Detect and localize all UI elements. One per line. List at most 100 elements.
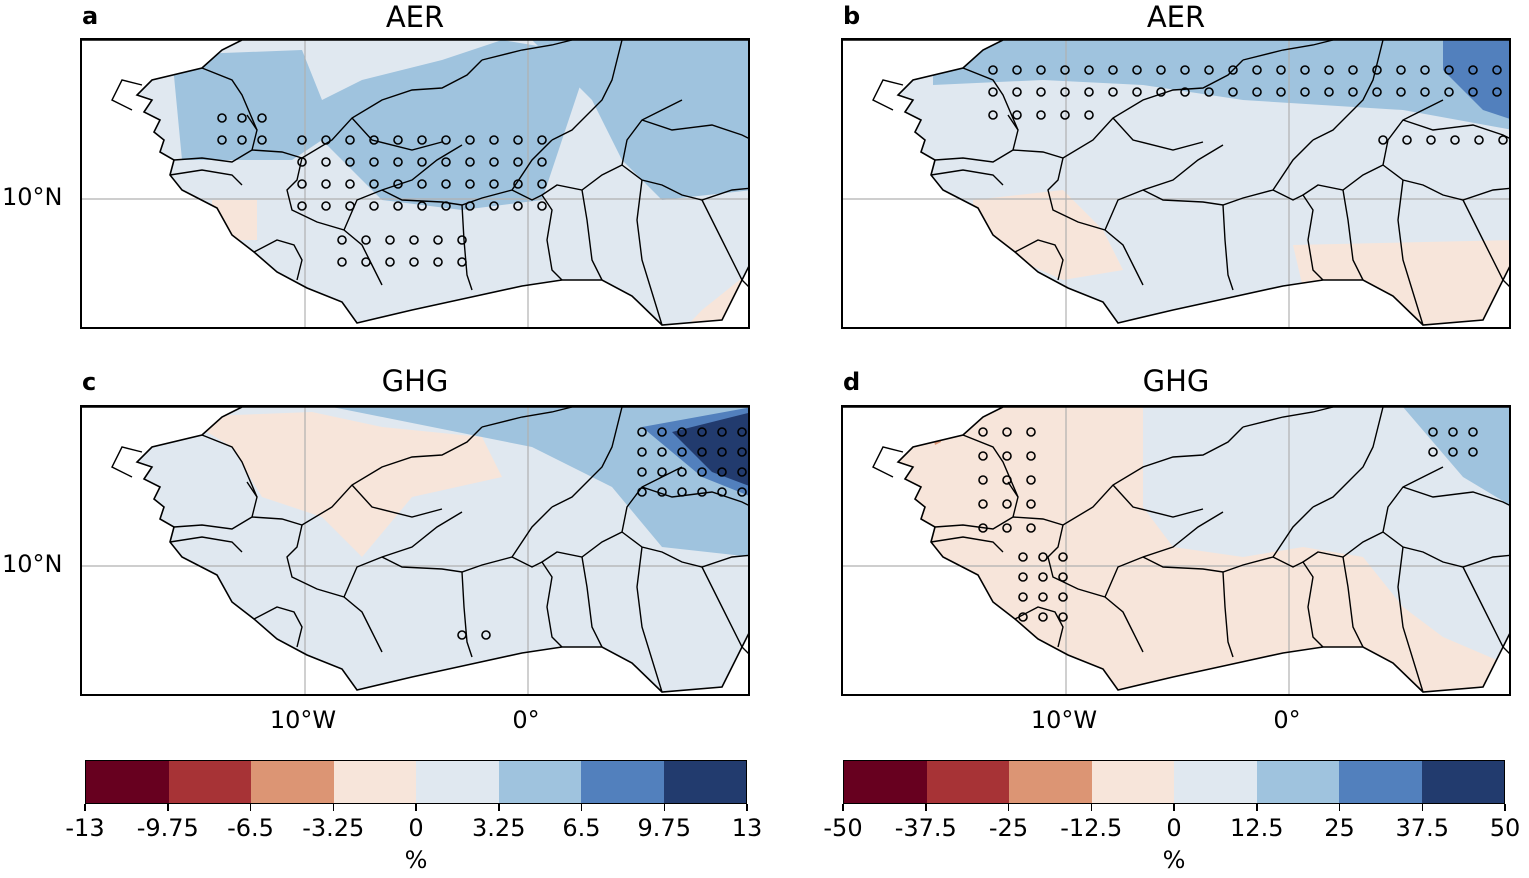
significance-marker [1300,87,1310,97]
colorbar-tickmark [84,804,86,811]
country-border [1104,144,1224,231]
colorbar-tick-label: 9.75 [637,814,691,842]
significance-marker [513,179,523,189]
country-border [551,407,623,508]
country-border [581,189,603,281]
significance-marker [1026,523,1036,533]
colorbar-tick-label: -12.5 [1060,814,1123,842]
significance-marker [988,87,998,97]
significance-marker [637,467,647,477]
significance-marker [1038,552,1048,562]
significance-marker [1492,87,1502,97]
significance-marker [1012,87,1022,97]
significance-marker [717,467,727,477]
significance-marker [409,235,419,245]
country-border [581,556,603,648]
significance-marker [345,179,355,189]
panel-c-letter: c [82,368,97,396]
significance-marker [297,201,307,211]
significance-marker [297,157,307,167]
country-border [962,67,1019,131]
significance-marker [1038,572,1048,582]
country-border [1047,157,1144,286]
significance-marker [481,630,491,640]
significance-marker [1448,427,1458,437]
colorbar-tick-label: -25 [988,814,1029,842]
significance-marker [1058,572,1068,582]
significance-marker [1002,427,1012,437]
significance-marker [1276,87,1286,97]
significance-marker [257,113,267,123]
country-border [1014,239,1064,281]
contour-region [672,412,748,487]
significance-marker [257,135,267,145]
significance-marker [385,257,395,267]
lat-label-top: 10°N [2,183,63,211]
country-border [872,446,904,478]
cbar-left-bin-3 [251,761,334,803]
map-d-svg [843,407,1509,694]
colorbar-tick-label: 12.5 [1230,814,1284,842]
lon-label-right-0: 0° [1273,706,1301,734]
lat-label-bottom: 10°N [2,550,63,578]
significance-marker [1038,592,1048,602]
significance-marker [369,157,379,167]
significance-marker [697,427,707,437]
significance-marker [1252,87,1262,97]
significance-marker [513,135,523,145]
significance-marker [417,135,427,145]
country-border [1014,606,1064,648]
significance-marker [1468,87,1478,97]
significance-marker [657,427,667,437]
significance-marker [393,157,403,167]
country-border [253,239,303,281]
significance-marker [1084,110,1094,120]
significance-marker [1156,87,1166,97]
ocean [82,40,748,327]
significance-marker [513,201,523,211]
significance-marker [441,157,451,167]
lon-label-right-10w: 10°W [1030,706,1098,734]
colorbar-tickmark [498,804,500,811]
significance-marker [537,201,547,211]
significance-marker [737,427,747,437]
significance-marker [1426,135,1436,145]
country-border [111,79,143,111]
significance-marker [1276,65,1286,75]
significance-marker [297,135,307,145]
significance-marker [737,467,747,477]
significance-marker [1348,65,1358,75]
significance-marker [1348,87,1358,97]
colorbar-tickmark [1421,804,1423,811]
country-border [930,536,1004,553]
country-border [551,40,623,141]
significance-marker [1468,65,1478,75]
cbar-left-bin-2 [168,761,251,803]
significance-marker [1026,475,1036,485]
country-border [1142,139,1314,206]
significance-marker [1002,523,1012,533]
colorbar-tickmark [1173,804,1175,811]
cbar-right-bin-5 [1174,761,1257,803]
significance-marker [1058,552,1068,562]
colorbar-tick-label: -6.5 [227,814,274,842]
significance-marker [457,630,467,640]
map-panel-c [80,405,750,696]
colorbar-tick-label: -3.25 [302,814,365,842]
panel-b-letter: b [843,2,861,30]
significance-marker [1402,135,1412,145]
country-border [381,139,553,206]
colorbar-tickmark [663,804,665,811]
country-border [1272,189,1324,281]
significance-marker [1084,87,1094,97]
country-border [641,119,748,139]
significance-marker [1026,499,1036,509]
country-border [253,606,303,648]
significance-marker [978,427,988,437]
colorbar-tickmark [1338,804,1341,811]
map-panel-a [80,38,750,329]
significance-marker [217,113,227,123]
significance-marker [217,135,227,145]
significance-marker [489,179,499,189]
colorbar-tickmark [925,804,927,811]
